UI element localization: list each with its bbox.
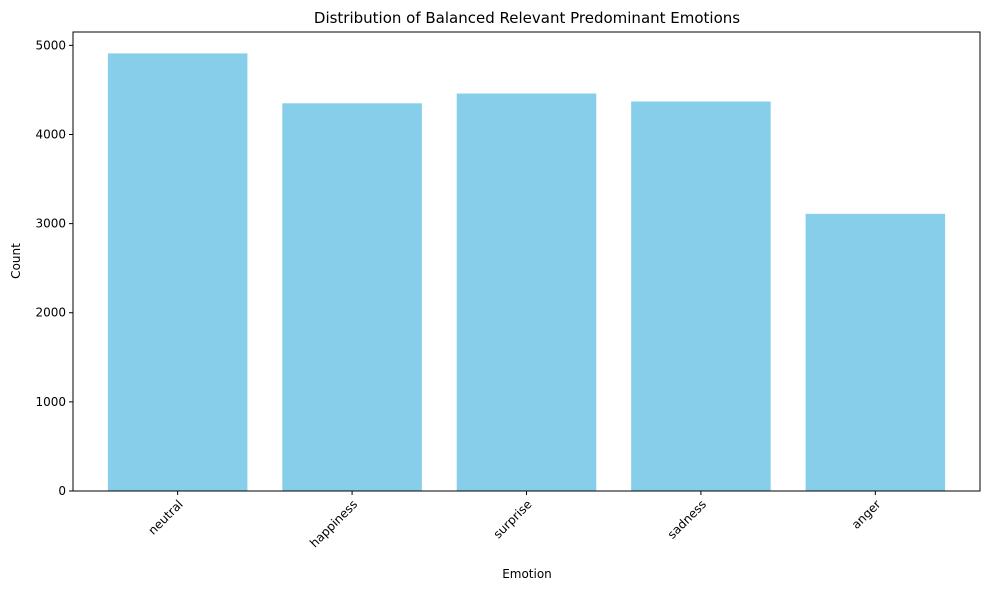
- bar-surprise: [456, 93, 597, 492]
- y-tick-label: 0: [58, 484, 66, 498]
- x-axis-label: Emotion: [502, 567, 552, 581]
- bar-neutral: [107, 53, 248, 491]
- chart-title: Distribution of Balanced Relevant Predom…: [314, 9, 740, 27]
- bar-sadness: [631, 101, 771, 492]
- y-tick-label: 3000: [35, 217, 66, 231]
- x-tick-label: neutral: [146, 497, 186, 537]
- bar-happiness: [282, 103, 422, 492]
- y-axis-label: Count: [9, 243, 23, 279]
- x-tick-label: anger: [849, 497, 884, 532]
- x-tick-label: sadness: [665, 497, 709, 541]
- y-tick-label: 4000: [35, 127, 66, 141]
- x-tick-label: happiness: [307, 497, 360, 550]
- y-tick-label: 1000: [35, 395, 66, 409]
- bar-anger: [805, 213, 946, 491]
- x-tick-label: surprise: [491, 497, 535, 541]
- y-tick-label: 2000: [35, 306, 66, 320]
- plot-area: 0 1000 2000 3000 4000 5000 neutral happiness sur…: [35, 31, 981, 550]
- y-tick-label: 5000: [35, 38, 66, 52]
